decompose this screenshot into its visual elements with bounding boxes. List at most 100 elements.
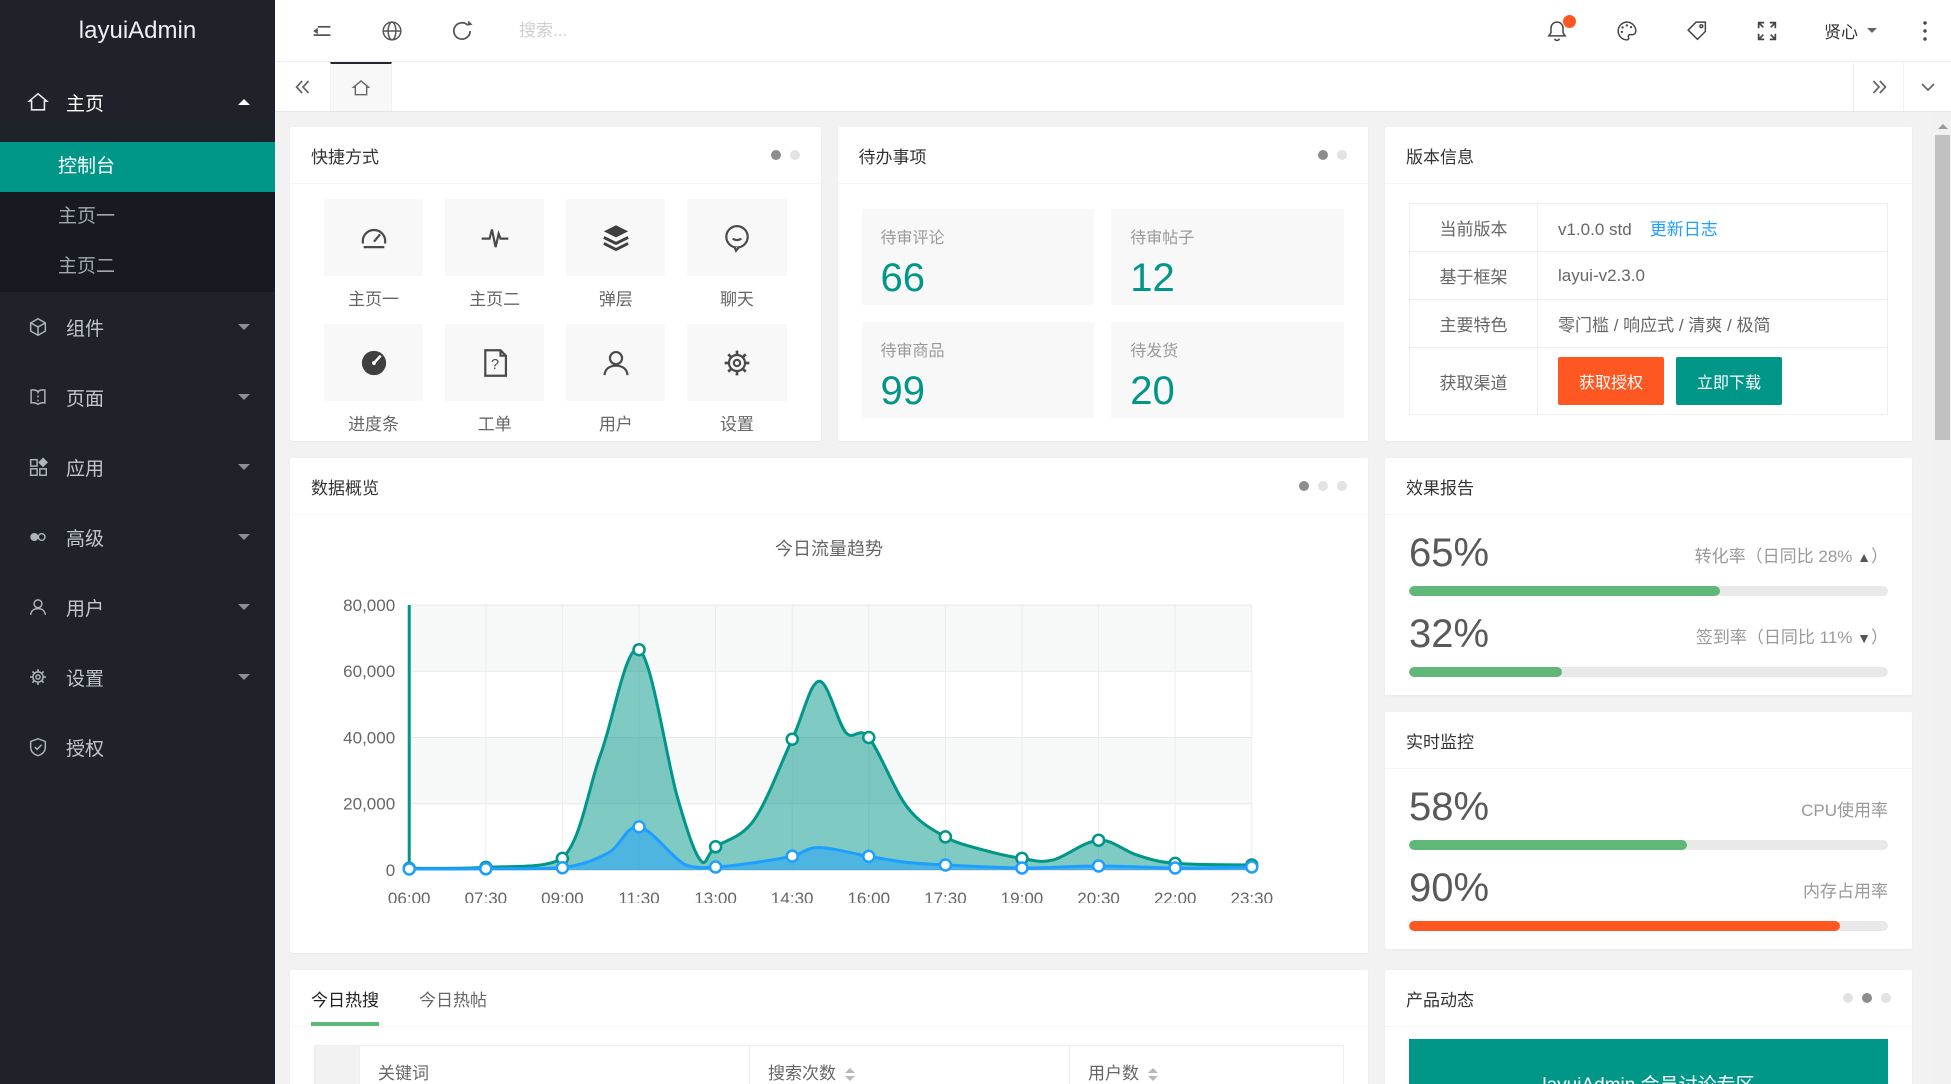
shortcut-grid: 主页一 主页二 弹层 聊天 进度条: [290, 184, 821, 435]
notifications-bell-icon[interactable]: [1544, 14, 1576, 44]
chevron-down-icon: [238, 464, 250, 476]
sidebar-item-senior[interactable]: 高级: [0, 502, 275, 572]
carousel-dot[interactable]: [1843, 993, 1853, 1003]
carousel-dot[interactable]: [1318, 481, 1328, 491]
sidebar-subitem-console[interactable]: 控制台: [0, 142, 275, 192]
progress-bar: [1409, 840, 1888, 850]
version-row-value: v1.0.0 std 更新日志: [1537, 203, 1888, 252]
carousel-dot[interactable]: [789, 150, 800, 160]
shortcut-progress[interactable]: 进度条: [324, 324, 424, 435]
svg-text:06:00: 06:00: [388, 889, 431, 903]
shortcut-homepage1[interactable]: 主页一: [324, 199, 424, 310]
card-title: 待办事项: [858, 147, 927, 167]
tabs-scroll-right-button[interactable]: [1853, 62, 1903, 111]
carousel-dots: [1318, 150, 1347, 160]
book-icon: [30, 389, 46, 406]
sidebar-item-component[interactable]: 组件: [0, 292, 275, 362]
version-row-label: 当前版本: [1409, 203, 1538, 252]
refresh-icon[interactable]: [449, 18, 475, 44]
app-logo[interactable]: layuiAdmin: [78, 17, 197, 44]
search-input[interactable]: [519, 20, 819, 41]
todo-pending-shipment[interactable]: 待发货 20: [1111, 322, 1344, 418]
memory-stat: 90% 内存占用率: [1409, 866, 1888, 911]
scrollbar-thumb[interactable]: [1935, 135, 1950, 440]
sidebar-item-label: 授权: [66, 738, 105, 760]
column-header-search-count: 搜索次数: [749, 1045, 1070, 1084]
svg-text:23:30: 23:30: [1230, 889, 1273, 903]
sidebar-item-label: 组件: [66, 318, 105, 340]
shortcut-worksheet[interactable]: ? 工单: [445, 324, 545, 435]
shortcut-user[interactable]: 用户: [566, 324, 666, 435]
card-header: 效果报告: [1385, 458, 1912, 515]
cpu-stat: 58% CPU使用率: [1409, 785, 1888, 830]
tabs-menu-button[interactable]: [1903, 62, 1951, 111]
svg-text:80,000: 80,000: [343, 596, 395, 615]
carousel-dot[interactable]: [1337, 150, 1347, 160]
collapse-sidebar-icon[interactable]: [309, 18, 335, 44]
svg-text:19:00: 19:00: [1001, 889, 1044, 903]
svg-text:16:00: 16:00: [847, 889, 890, 903]
todo-pending-comments[interactable]: 待审评论 66: [861, 209, 1095, 305]
notification-badge: [1563, 14, 1576, 28]
user-menu[interactable]: 贤心: [1824, 18, 1877, 43]
sidebar-item-user[interactable]: 用户: [0, 572, 275, 642]
shortcut-settings[interactable]: 设置: [687, 324, 787, 435]
tag-icon[interactable]: [1684, 18, 1710, 44]
chevron-up-icon: [238, 93, 250, 105]
todo-pending-posts[interactable]: 待审帖子 12: [1111, 209, 1344, 305]
sidebar-submenu-home: 控制台 主页一 主页二: [0, 142, 275, 292]
sidebar-item-home[interactable]: 主页: [0, 62, 275, 142]
stat-value: 65%: [1409, 531, 1490, 575]
todo-pending-goods[interactable]: 待审商品 99: [861, 322, 1095, 418]
vertical-scrollbar[interactable]: [1934, 113, 1951, 1084]
sidebar-subitem-homepage2[interactable]: 主页二: [58, 256, 116, 277]
chevron-down-icon: [1867, 28, 1877, 38]
tabs-scroll-left-button[interactable]: [275, 62, 330, 111]
trend-down-icon: ▼: [1857, 630, 1871, 646]
sidebar-nav: 主页 控制台 主页一 主页二 组件 页面 应用 高级: [0, 62, 275, 782]
column-header-keyword: 关键词: [359, 1045, 750, 1084]
carousel-dot[interactable]: [1881, 993, 1891, 1003]
sidebar-item-settings[interactable]: 设置: [0, 642, 275, 712]
shortcut-homepage2[interactable]: 主页二: [445, 199, 545, 310]
download-now-button[interactable]: 立即下载: [1676, 357, 1783, 405]
member-forum-banner[interactable]: layuiAdmin 会员讨论专区: [1409, 1039, 1888, 1084]
sidebar-subitem-homepage1[interactable]: 主页一: [58, 206, 116, 227]
traffic-chart-svg: 0 20,000 40,000 60,000 80,000 06:00 07:30 09:00…: [343, 596, 1273, 903]
version-row-label: 基于框架: [1409, 251, 1538, 300]
shortcut-label: 工单: [477, 415, 512, 434]
tab-hot-posts[interactable]: 今日热帖: [419, 990, 487, 1010]
card-title: 效果报告: [1406, 478, 1474, 498]
shortcut-layer[interactable]: 弹层: [566, 199, 666, 310]
fullscreen-icon[interactable]: [1754, 18, 1780, 44]
tab-hot-search[interactable]: 今日热搜: [311, 970, 379, 1026]
shortcut-chat[interactable]: 聊天: [687, 199, 787, 310]
more-options-icon[interactable]: [1921, 18, 1929, 44]
carousel-dot[interactable]: [1318, 150, 1328, 160]
globe-icon[interactable]: [379, 18, 405, 44]
scroll-up-icon[interactable]: [1937, 119, 1948, 129]
sort-icon[interactable]: [1148, 1068, 1158, 1082]
card-header: 版本信息: [1385, 127, 1912, 184]
get-license-button[interactable]: 获取授权: [1558, 357, 1665, 405]
card-header: 产品动态: [1385, 970, 1912, 1027]
layers-icon: [603, 224, 629, 251]
sidebar-item-app[interactable]: 应用: [0, 432, 275, 502]
todo-count: 66: [880, 256, 926, 300]
carousel-dot[interactable]: [1862, 993, 1872, 1003]
sidebar-item-auth[interactable]: 授权: [0, 712, 275, 782]
tab-home[interactable]: [330, 62, 392, 111]
card-todo: 待办事项 待审评论 66 待审帖子 12 待审商品 99 待发货 2: [837, 127, 1368, 441]
card-header: 待办事项: [837, 127, 1368, 184]
carousel-dot[interactable]: [1299, 481, 1309, 491]
sidebar-item-page[interactable]: 页面: [0, 362, 275, 432]
card-title: 实时监控: [1406, 732, 1474, 752]
carousel-dot[interactable]: [1337, 481, 1347, 491]
user-icon: [603, 350, 629, 375]
index-column-header: [314, 1045, 360, 1084]
sort-icon[interactable]: [845, 1068, 855, 1082]
changelog-link[interactable]: 更新日志: [1649, 220, 1718, 239]
compass-icon: [361, 350, 386, 375]
theme-palette-icon[interactable]: [1614, 18, 1640, 44]
carousel-dot[interactable]: [770, 150, 781, 160]
